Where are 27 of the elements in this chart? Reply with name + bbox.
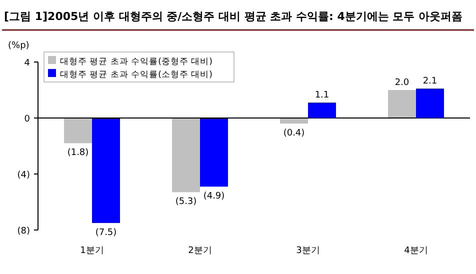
x-tick-label: 2분기 (188, 246, 212, 256)
data-label: 1.1 (314, 90, 330, 101)
legend-label: 대형주 평균 초과 수익률(중형주 대비) (60, 57, 212, 67)
y-axis-title: (%p) (8, 41, 30, 51)
legend-label: 대형주 평균 초과 수익률(소형주 대비) (60, 70, 212, 80)
data-label: (0.4) (283, 128, 305, 139)
y-tick-label: (4) (17, 170, 30, 180)
bar (416, 88, 444, 118)
data-label: (7.5) (95, 228, 117, 238)
x-tick-label: 4분기 (404, 246, 428, 256)
y-tick-label: (8) (17, 226, 30, 236)
data-label: 2.1 (422, 76, 438, 87)
chart-title: [그림 1]2005년 이후 대형주의 중/소형주 대비 평균 초과 수익률: 4분기에는 모두 아웃퍼폼 (4, 10, 463, 23)
y-tick-label: 4 (24, 58, 30, 68)
data-label: (4.9) (203, 192, 225, 202)
data-label: 2.0 (394, 78, 410, 88)
bar (172, 118, 200, 192)
bar (64, 118, 92, 144)
x-tick-label: 3분기 (296, 246, 320, 256)
bar (92, 118, 120, 223)
x-tick-label: 1분기 (80, 246, 104, 256)
y-tick-label: 0 (24, 114, 30, 124)
bar (308, 102, 336, 118)
bar (200, 118, 228, 187)
data-label: (5.3) (175, 197, 197, 208)
data-label: (1.8) (67, 148, 89, 158)
bar (388, 90, 416, 118)
